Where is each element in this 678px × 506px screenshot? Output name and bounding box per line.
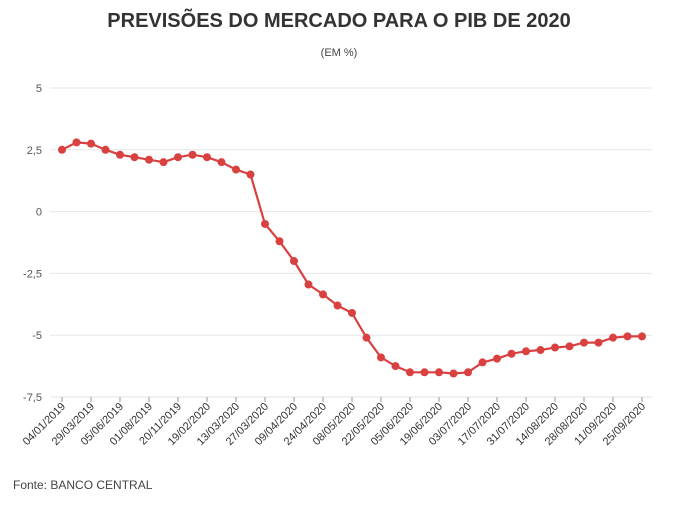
data-point — [275, 237, 284, 246]
data-point — [478, 358, 487, 367]
data-point — [565, 342, 574, 351]
y-axis-ticks: 5 2,5 0 -2,5 -5 -7,5 — [23, 83, 42, 404]
data-point — [261, 219, 269, 228]
data-point — [304, 280, 313, 289]
data-point — [464, 368, 472, 377]
data-point — [333, 301, 342, 310]
data-point — [72, 138, 81, 147]
data-point — [116, 150, 124, 159]
data-point — [638, 332, 646, 341]
data-point — [203, 153, 211, 162]
data-point — [159, 158, 168, 167]
data-point — [449, 369, 458, 378]
data-point — [87, 139, 95, 148]
data-point — [319, 290, 327, 299]
data-point — [623, 332, 632, 341]
y-tick-label: 2,5 — [27, 145, 42, 157]
y-tick-label: 5 — [36, 83, 42, 95]
data-point — [522, 347, 530, 356]
grid-lines — [50, 87, 652, 398]
y-tick-label: 0 — [36, 207, 42, 219]
data-point — [594, 338, 603, 347]
data-point — [232, 165, 240, 174]
data-point — [362, 333, 371, 342]
data-points — [58, 138, 646, 378]
data-point — [435, 368, 443, 377]
y-tick-label: -7,5 — [23, 392, 42, 404]
data-point — [391, 362, 400, 371]
data-point — [420, 368, 429, 377]
data-point — [130, 153, 139, 162]
series-line — [61, 141, 642, 375]
y-tick-label: -5 — [32, 330, 42, 342]
chart-subtitle: (EM %) — [320, 47, 358, 59]
data-point — [551, 343, 559, 352]
source-note: Fonte: BANCO CENTRAL — [13, 478, 153, 492]
data-point — [246, 170, 255, 179]
x-axis-ticks: 04/01/201929/03/201905/06/201901/08/2019… — [21, 397, 648, 448]
data-point — [290, 257, 298, 266]
data-point — [58, 145, 66, 154]
data-point — [101, 145, 110, 154]
line-chart: 5 2,5 0 -2,5 -5 -7,5 04/01/201929/03/201905/0… — [21, 83, 652, 448]
data-point — [493, 354, 501, 363]
data-point — [348, 308, 356, 317]
data-point — [609, 333, 617, 342]
data-point — [507, 349, 516, 358]
chart-title: PREVISÕES DO MERCADO PARA O PIB DE 2020 — [107, 10, 571, 32]
data-point — [406, 368, 414, 377]
y-tick-label: -2,5 — [23, 268, 42, 280]
data-point — [536, 346, 545, 355]
data-point — [188, 150, 197, 159]
data-point — [145, 155, 153, 164]
data-point — [217, 158, 226, 167]
data-point — [174, 153, 182, 162]
data-point — [377, 353, 385, 362]
data-point — [580, 338, 588, 347]
